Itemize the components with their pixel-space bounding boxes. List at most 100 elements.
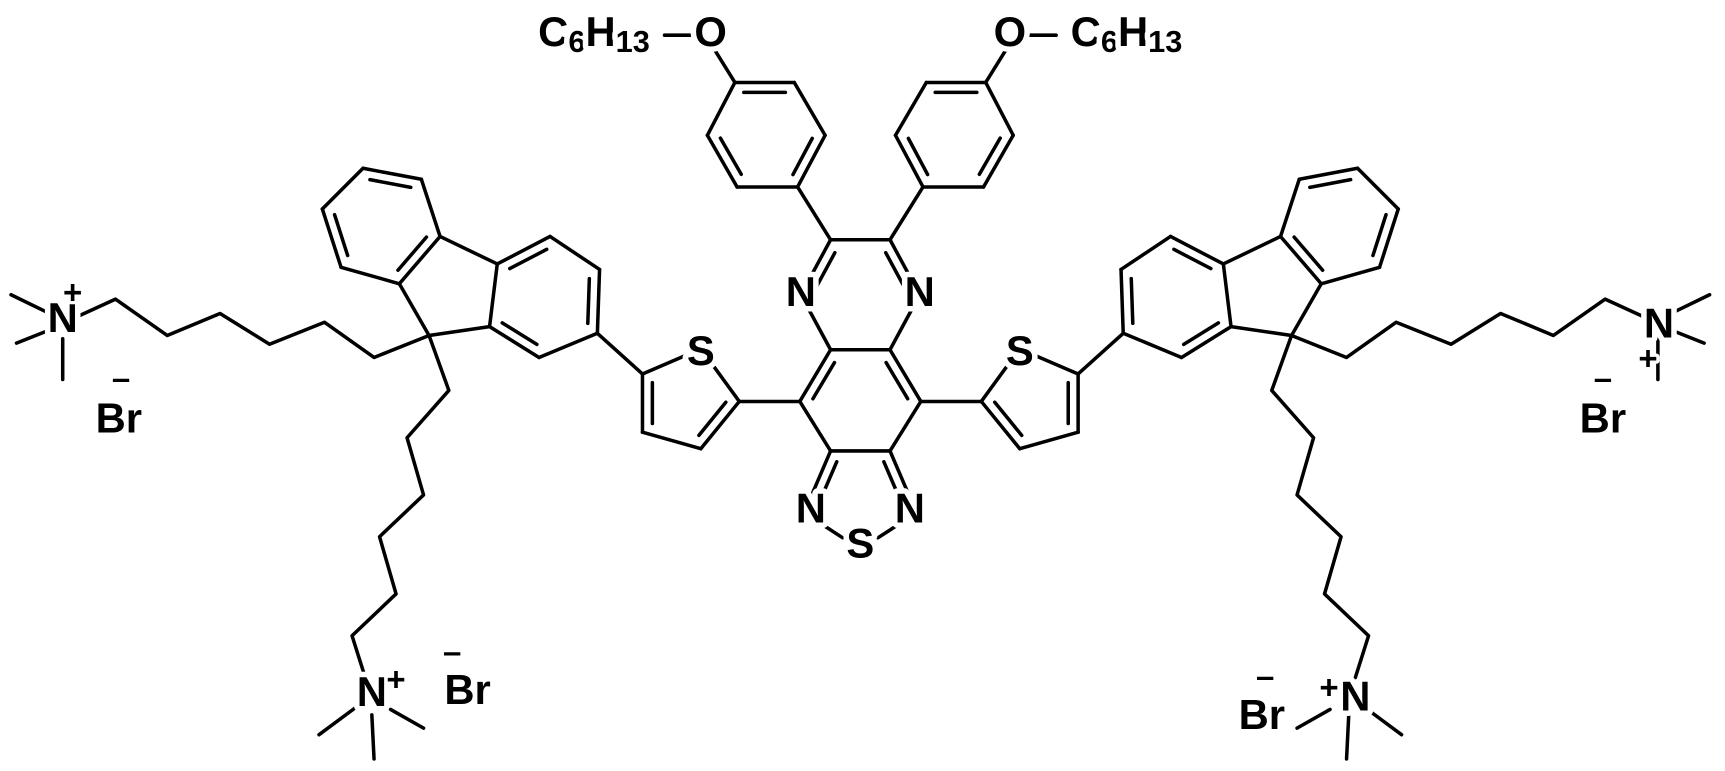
double-bond-line — [507, 247, 549, 271]
bond — [640, 352, 691, 376]
alkyl-chain — [1269, 333, 1371, 680]
formula-part: H — [1118, 8, 1148, 55]
double-bond-line — [821, 460, 839, 496]
bromide-ion: Br — [444, 666, 490, 713]
bromide-ion: Br — [1239, 691, 1285, 738]
alkyl-chain — [1344, 713, 1351, 761]
double-bond-line — [500, 321, 539, 347]
double-bond-line — [368, 177, 413, 190]
bond — [1297, 166, 1360, 182]
bond — [438, 234, 500, 266]
double-bond-line — [1172, 247, 1213, 271]
bond — [320, 207, 343, 270]
bond — [888, 293, 922, 352]
bond — [893, 133, 925, 189]
alkyl-formula: C6H13 — [538, 8, 650, 59]
double-bond-line — [1181, 321, 1221, 347]
bond — [981, 133, 1015, 189]
negative-charge: – — [1256, 657, 1274, 694]
bond — [1121, 331, 1184, 360]
formula-part: 6 — [568, 24, 585, 59]
nitrogen-atom: N — [895, 484, 925, 531]
bond — [795, 185, 833, 242]
ammonium-nitrogen: N — [1644, 300, 1674, 347]
nitrogen-atom: N — [796, 484, 826, 531]
formula-part: 13 — [1148, 24, 1182, 59]
bonds — [9, 33, 1712, 761]
bond — [979, 399, 1022, 451]
bond — [888, 347, 923, 404]
double-bond-line — [1129, 276, 1135, 326]
bond — [1018, 430, 1080, 451]
bond — [1168, 234, 1226, 266]
bond — [1278, 234, 1324, 286]
bond — [893, 80, 929, 138]
bromide-ion: Br — [96, 394, 142, 441]
formula-part: H — [586, 8, 616, 55]
alkyl-chain — [1289, 297, 1646, 360]
bond — [495, 234, 552, 266]
bond — [361, 166, 424, 182]
double-bond-line — [1292, 235, 1325, 272]
bond — [1030, 352, 1080, 376]
alkyl-chain — [388, 707, 426, 730]
bond — [1221, 262, 1233, 329]
bond — [339, 265, 402, 286]
bond — [537, 331, 600, 360]
negative-charge: – — [443, 633, 461, 670]
double-bond-line — [791, 136, 814, 177]
nitrogen-atom: N — [905, 268, 935, 315]
bond — [799, 293, 833, 352]
sulfur-atom: S — [1006, 327, 1034, 374]
alkyl-chain — [317, 704, 360, 737]
bond — [1221, 234, 1283, 266]
alkyl-formula: C6H13 — [1071, 8, 1183, 59]
bond — [799, 238, 833, 297]
alkyl-chain — [14, 328, 52, 345]
bond — [699, 399, 742, 451]
bond — [1319, 265, 1382, 286]
bond — [711, 363, 742, 404]
bond — [397, 234, 442, 286]
bond — [397, 282, 431, 338]
double-bond-line — [718, 136, 743, 177]
ammonium-nitrogen: N — [1340, 673, 1370, 720]
bond — [1377, 207, 1401, 270]
positive-charge: + — [1319, 668, 1338, 705]
formula-part: 13 — [616, 24, 650, 59]
bond — [792, 80, 827, 138]
bond — [795, 133, 827, 189]
bromide-ion: Br — [1580, 394, 1626, 441]
bond — [705, 80, 737, 138]
bond — [427, 324, 492, 338]
double-bond-line — [1308, 177, 1353, 190]
ammonium-nitrogen: N — [48, 294, 78, 341]
double-bond-line — [883, 250, 909, 293]
bond — [983, 48, 1008, 85]
double-bond-line — [332, 212, 350, 258]
alkyl-chain — [75, 297, 431, 360]
bond — [1355, 166, 1401, 211]
bond — [487, 324, 541, 360]
positive-charge: + — [63, 273, 82, 310]
bond — [798, 347, 833, 404]
formula-part: C — [538, 8, 568, 55]
double-bond-line — [882, 460, 900, 496]
positive-charge: + — [1638, 339, 1657, 376]
bond — [487, 262, 500, 329]
double-bond-line — [977, 136, 1002, 177]
bond — [979, 363, 1010, 404]
oxygen-atom: O — [694, 8, 727, 55]
bond — [1229, 324, 1294, 338]
double-bond-line — [811, 360, 837, 401]
double-bond-line — [697, 400, 728, 438]
nitrogen-atom: N — [786, 268, 816, 315]
bond — [888, 449, 912, 499]
sulfur-atom: S — [846, 520, 874, 567]
double-bond-line — [396, 235, 429, 272]
bond — [798, 399, 833, 453]
double-bond-line — [993, 400, 1024, 438]
alkyl-chain — [1669, 328, 1706, 345]
